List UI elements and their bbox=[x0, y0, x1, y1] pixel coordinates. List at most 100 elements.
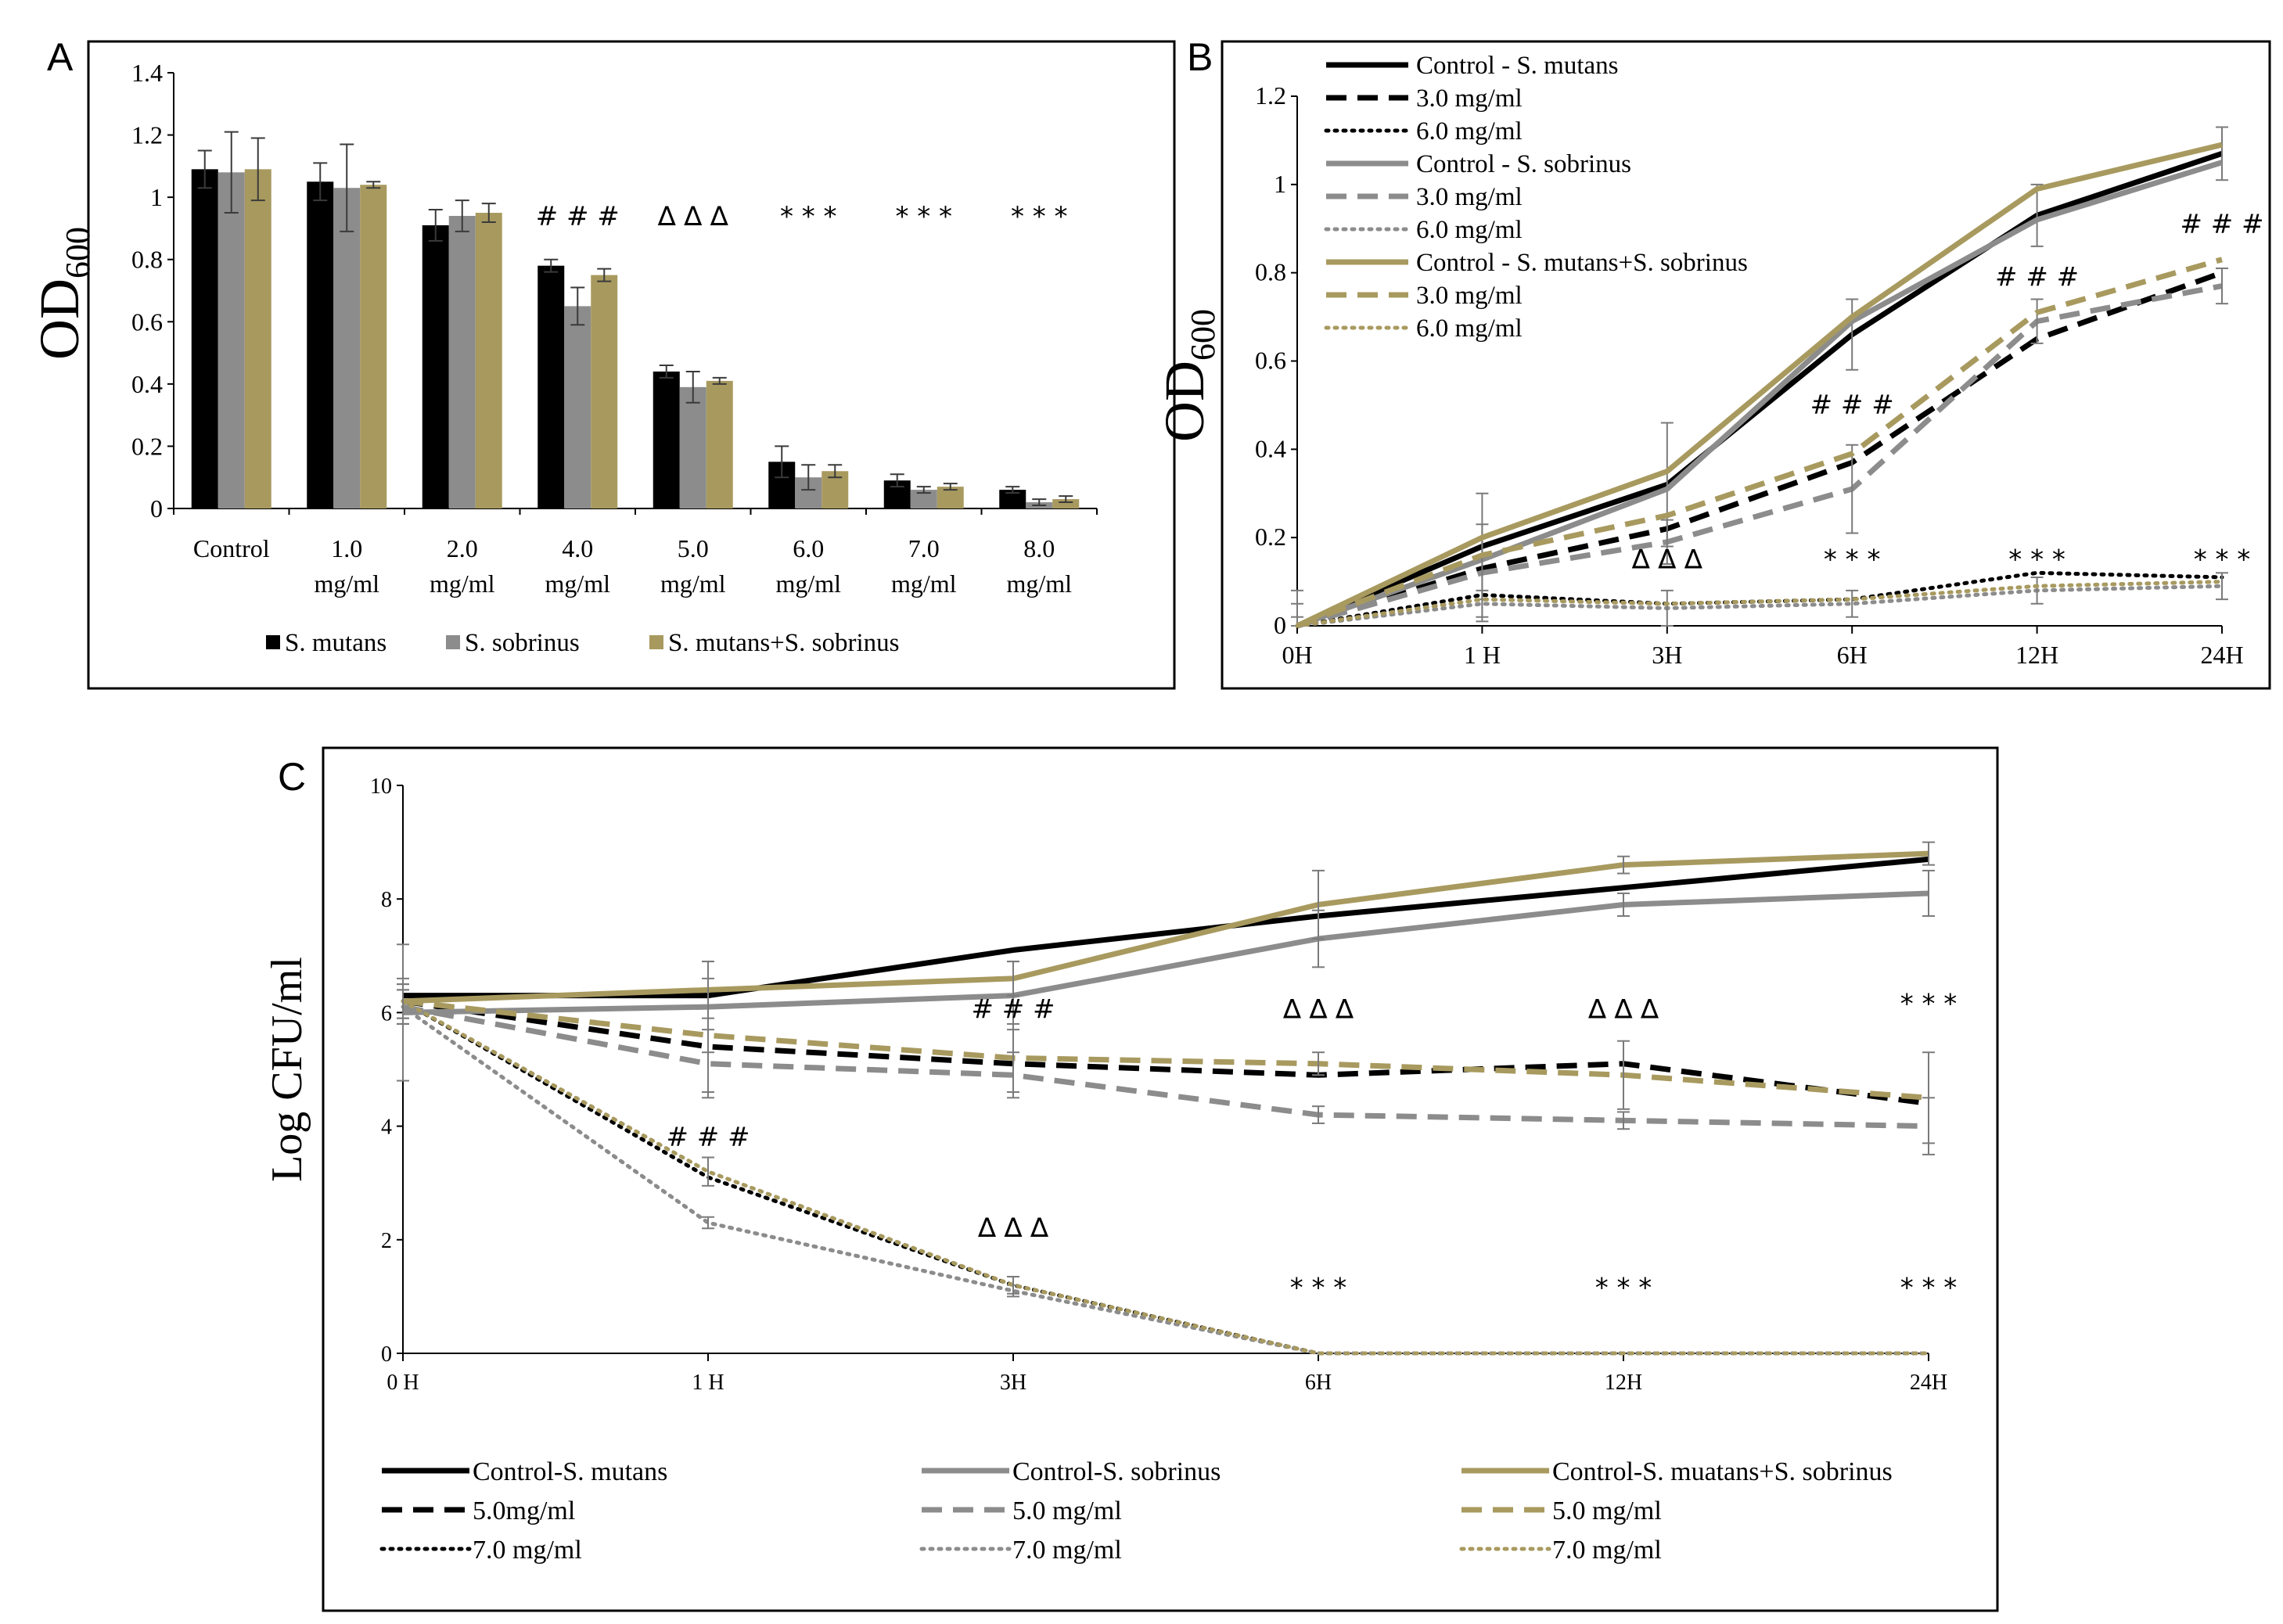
a-x-tick-label: 7.0 bbox=[908, 534, 940, 562]
a-bar bbox=[706, 380, 733, 508]
b-legend-label: Control - S. mutans+S. sobrinus bbox=[1416, 249, 1748, 277]
a-bar bbox=[307, 181, 334, 508]
a-y-axis-label: OD600 bbox=[28, 227, 97, 360]
b-legend-label: 3.0 mg/ml bbox=[1416, 84, 1523, 113]
panel-a-plot: 0 0.2 0.4 0.6 0.8 1 1.2 1.4 Control 1.0 mg/ml 2.0 mg… bbox=[28, 59, 1098, 657]
panel-b: B 0 0.2 0.4 0.6 0.8 1 1.2 0H 1 H 3H 6H 12H 24H ∆ ∆ ∆ #… bbox=[1153, 35, 2271, 690]
a-x-tick-label-unit: mg/ml bbox=[545, 569, 610, 598]
c-significance-mark: * * * bbox=[1900, 1272, 1958, 1303]
b-y-axis-label: OD600 bbox=[1153, 309, 1222, 442]
b-x-tick-label: 24H bbox=[2200, 641, 2243, 669]
a-bar bbox=[191, 169, 218, 509]
b-y-tick-label: 1.2 bbox=[1255, 81, 1286, 110]
a-y-tick-label: 0.6 bbox=[131, 307, 163, 336]
a-legend-label: S. sobrinus bbox=[465, 629, 580, 657]
a-legend-swatch bbox=[649, 635, 663, 649]
c-significance-mark: ∆ ∆ ∆ bbox=[1587, 994, 1659, 1026]
c-x-tick-label: 12H bbox=[1605, 1371, 1642, 1395]
b-series-line bbox=[1296, 270, 2224, 629]
b-significance-mark: * * * bbox=[2194, 544, 2251, 576]
c-series-line bbox=[402, 850, 1929, 1004]
b-series-line bbox=[1296, 151, 2224, 629]
c-x-tick-label: 6H bbox=[1305, 1371, 1332, 1395]
c-series-line bbox=[402, 998, 1929, 1101]
panel-b-frame bbox=[1221, 40, 2271, 690]
b-y-tick-label: 0.6 bbox=[1255, 347, 1286, 375]
c-series-line bbox=[402, 1004, 1929, 1130]
a-bar bbox=[564, 306, 591, 508]
panel-b-plot: 0 0.2 0.4 0.6 0.8 1 1.2 0H 1 H 3H 6H 12H 24H ∆ ∆ ∆ # #… bbox=[1153, 52, 2264, 669]
c-legend-label: Control-S. muatans+S. sobrinus bbox=[1552, 1457, 1893, 1486]
a-x-tick-label: 8.0 bbox=[1023, 534, 1055, 562]
c-y-axis-label: Log CFU/ml bbox=[263, 957, 311, 1182]
a-x-tick-label-unit: mg/ml bbox=[775, 569, 841, 598]
b-series-line bbox=[1295, 570, 2224, 628]
b-significance-mark: # # # bbox=[1995, 262, 2079, 293]
a-bar bbox=[244, 169, 271, 509]
a-bar bbox=[999, 490, 1026, 508]
c-y-tick-label: 4 bbox=[381, 1116, 392, 1140]
a-y-tick-label: 0.2 bbox=[131, 432, 163, 460]
b-y-tick-label: 0.8 bbox=[1255, 258, 1286, 286]
a-y-tick-label: 0.8 bbox=[131, 246, 163, 274]
a-x-tick-label: 6.0 bbox=[793, 534, 824, 562]
c-x-tick-label: 1 H bbox=[692, 1371, 724, 1395]
b-series-line bbox=[1296, 142, 2223, 629]
c-series-line bbox=[402, 890, 1929, 1015]
a-y-tick-label: 1.4 bbox=[131, 59, 163, 87]
a-y-tick-label: 1.2 bbox=[131, 121, 163, 149]
b-legend-label: 6.0 mg/ml bbox=[1416, 314, 1523, 343]
c-significance-mark: ∆ ∆ ∆ bbox=[1282, 994, 1354, 1026]
c-significance-mark: * * * bbox=[1900, 988, 1958, 1019]
c-legend-label: 7.0 mg/ml bbox=[1552, 1536, 1662, 1565]
b-y-tick-label: 0.2 bbox=[1255, 523, 1286, 551]
c-significance-mark: # # # bbox=[666, 1122, 750, 1153]
panel-c-frame bbox=[322, 746, 1999, 1612]
c-y-tick-label: 0 bbox=[381, 1342, 392, 1367]
c-significance-mark: # # # bbox=[971, 994, 1055, 1026]
c-significance-mark: * * * bbox=[1595, 1272, 1652, 1303]
a-bar bbox=[475, 213, 502, 508]
c-x-tick-label: 3H bbox=[1000, 1371, 1026, 1395]
panel-b-letter: B bbox=[1187, 35, 1213, 79]
c-x-tick-label: 24H bbox=[1910, 1371, 1947, 1395]
a-bar bbox=[360, 185, 387, 508]
b-legend-label: 3.0 mg/ml bbox=[1416, 183, 1523, 211]
panel-c-plot: 0 2 4 6 8 10 0 H 1 H 3H 6H 12H 24H # # # # # # ∆ ∆ ∆ ∆ … bbox=[263, 774, 1957, 1565]
a-significance-mark: * * * bbox=[1011, 201, 1068, 232]
b-x-tick-label: 6H bbox=[1837, 641, 1868, 669]
c-y-tick-label: 6 bbox=[381, 1001, 392, 1026]
a-bar bbox=[910, 490, 937, 508]
c-legend-label: Control-S. sobrinus bbox=[1012, 1457, 1221, 1486]
c-legend-label: 7.0 mg/ml bbox=[1012, 1536, 1122, 1565]
b-x-tick-label: 1 H bbox=[1464, 641, 1501, 669]
b-legend-label: 6.0 mg/ml bbox=[1416, 216, 1523, 244]
a-significance-mark: * * * bbox=[780, 201, 837, 232]
a-y-tick-label: 1 bbox=[150, 183, 163, 211]
c-significance-mark: ∆ ∆ ∆ bbox=[977, 1213, 1048, 1244]
a-x-tick-label: 2.0 bbox=[447, 534, 478, 562]
b-series-line bbox=[1296, 283, 2223, 629]
a-y-tick-label: 0.4 bbox=[131, 370, 163, 398]
a-bar bbox=[218, 172, 245, 509]
b-significance-mark: * * * bbox=[2008, 544, 2065, 576]
b-y-tick-label: 0.4 bbox=[1255, 434, 1286, 462]
c-series-line bbox=[403, 856, 1929, 999]
b-legend-label: Control - S. sobrinus bbox=[1416, 150, 1631, 178]
a-x-tick-label: Control bbox=[193, 534, 270, 562]
c-legend-label: 5.0mg/ml bbox=[473, 1496, 575, 1525]
b-series-line bbox=[1295, 580, 2224, 628]
a-significance-mark: # # # bbox=[536, 201, 620, 232]
a-x-tick-label-unit: mg/ml bbox=[430, 569, 495, 598]
b-significance-mark: # # # bbox=[1810, 390, 1894, 421]
a-x-tick-label-unit: mg/ml bbox=[660, 569, 726, 598]
panel-c-letter: C bbox=[278, 755, 306, 799]
a-legend-label: S. mutans bbox=[285, 629, 386, 657]
c-y-tick-label: 2 bbox=[381, 1229, 392, 1253]
c-series-line bbox=[402, 998, 1929, 1107]
a-bar bbox=[1052, 499, 1080, 508]
c-series-line bbox=[401, 999, 1931, 1356]
b-x-tick-label: 3H bbox=[1652, 641, 1682, 669]
b-series-line bbox=[1296, 160, 2224, 629]
